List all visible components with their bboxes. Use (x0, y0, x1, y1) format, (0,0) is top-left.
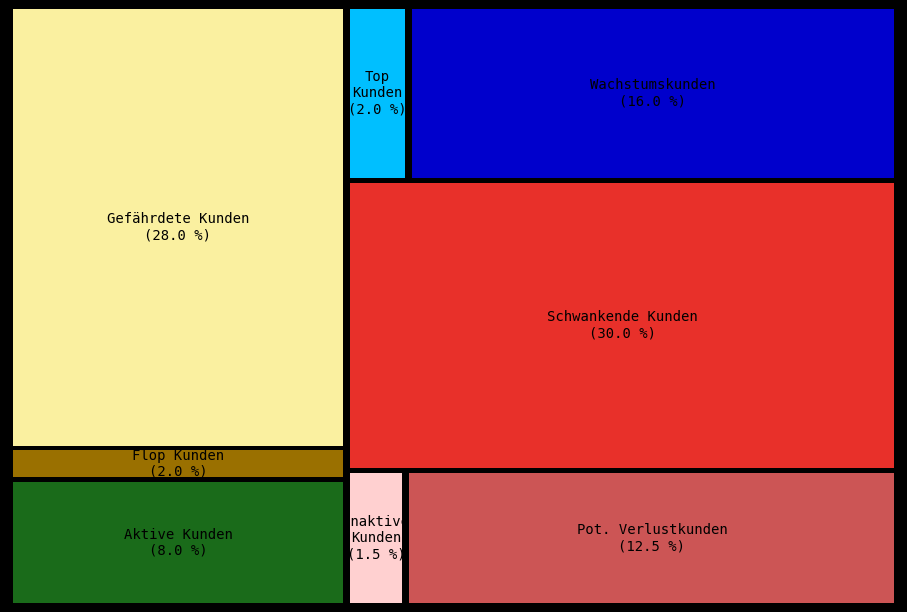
Text: Inaktive
Kunden
(1.5 %): Inaktive Kunden (1.5 %) (343, 515, 410, 561)
FancyBboxPatch shape (350, 9, 405, 178)
Text: Wachstumskunden
(16.0 %): Wachstumskunden (16.0 %) (590, 78, 716, 108)
FancyBboxPatch shape (13, 450, 343, 477)
FancyBboxPatch shape (13, 9, 343, 446)
Text: Flop Kunden
(2.0 %): Flop Kunden (2.0 %) (132, 449, 224, 479)
FancyBboxPatch shape (412, 9, 894, 178)
Text: Gefährdete Kunden
(28.0 %): Gefährdete Kunden (28.0 %) (107, 212, 249, 242)
FancyBboxPatch shape (350, 473, 403, 603)
Text: Pot. Verlustkunden
(12.5 %): Pot. Verlustkunden (12.5 %) (577, 523, 727, 553)
FancyBboxPatch shape (13, 482, 343, 603)
FancyBboxPatch shape (350, 182, 894, 468)
Text: Aktive Kunden
(8.0 %): Aktive Kunden (8.0 %) (123, 528, 232, 558)
FancyBboxPatch shape (409, 473, 894, 603)
Text: Schwankende Kunden
(30.0 %): Schwankende Kunden (30.0 %) (547, 310, 697, 340)
Text: Top
Kunden
(2.0 %): Top Kunden (2.0 %) (348, 70, 406, 116)
